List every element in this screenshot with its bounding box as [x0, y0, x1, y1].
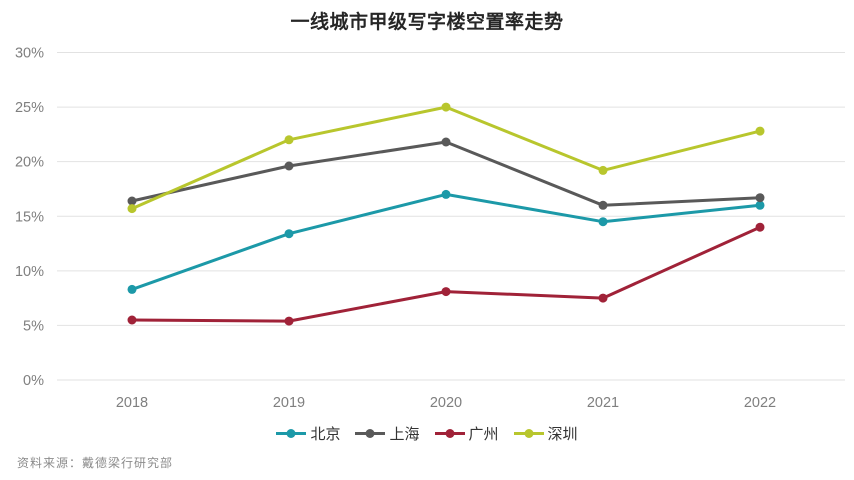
x-axis-label: 2022	[744, 395, 776, 411]
legend-label: 深圳	[547, 426, 578, 443]
data-point-北京-2022	[755, 200, 765, 210]
y-axis-tick-label: 20%	[15, 155, 44, 171]
data-point-深圳-2022	[755, 126, 765, 136]
data-point-北京-2021	[598, 217, 608, 227]
series-line-广州	[130, 225, 762, 323]
data-point-北京-2019	[284, 229, 294, 239]
data-point-广州-2018	[127, 315, 137, 325]
legend-label: 广州	[468, 426, 499, 443]
legend-item-广州: 广州	[434, 423, 499, 444]
data-point-广州-2020	[441, 287, 451, 297]
x-axis-label: 2020	[430, 395, 462, 411]
chart-legend: 北京 上海 广州 深圳	[0, 423, 854, 444]
y-axis-tick-label: 25%	[15, 100, 44, 116]
data-point-上海-2020	[441, 137, 451, 147]
x-axis-label: 2021	[587, 395, 619, 411]
data-point-北京-2018	[127, 284, 137, 294]
legend-item-上海: 上海	[355, 423, 420, 444]
data-point-深圳-2018	[127, 204, 137, 214]
legend-label: 北京	[310, 426, 341, 443]
x-axis-label: 2018	[116, 395, 148, 411]
legend-marker-icon	[434, 429, 465, 438]
y-axis-tick-label: 0%	[23, 373, 44, 389]
legend-marker-icon	[276, 429, 307, 438]
y-axis-tick-label: 15%	[15, 209, 44, 225]
data-point-上海-2022	[755, 193, 765, 203]
chart-title: 一线城市甲级写字楼空置率走势	[290, 12, 564, 33]
y-axis-tick-label: 10%	[15, 264, 44, 280]
data-point-广州-2021	[598, 293, 608, 303]
data-point-上海-2019	[284, 161, 294, 171]
data-point-深圳-2020	[441, 102, 451, 112]
data-point-深圳-2019	[284, 135, 294, 145]
series-line-北京	[130, 192, 762, 291]
data-point-深圳-2021	[598, 165, 608, 175]
y-axis-tick-label: 5%	[23, 318, 44, 334]
legend-item-北京: 北京	[276, 423, 340, 444]
legend-item-深圳: 深圳	[513, 423, 578, 444]
data-point-广州-2022	[755, 222, 765, 232]
legend-marker-icon	[355, 429, 386, 438]
legend-label: 上海	[389, 426, 420, 443]
data-point-北京-2020	[441, 189, 451, 199]
x-axis-label: 2019	[273, 395, 305, 411]
legend-marker-icon	[513, 429, 544, 438]
source-note: 资料来源：戴德梁行研究部	[17, 456, 174, 470]
y-axis-tick-label: 30%	[15, 46, 44, 62]
data-point-广州-2019	[284, 316, 294, 326]
data-point-上海-2018	[127, 196, 137, 206]
data-point-上海-2021	[598, 200, 608, 210]
